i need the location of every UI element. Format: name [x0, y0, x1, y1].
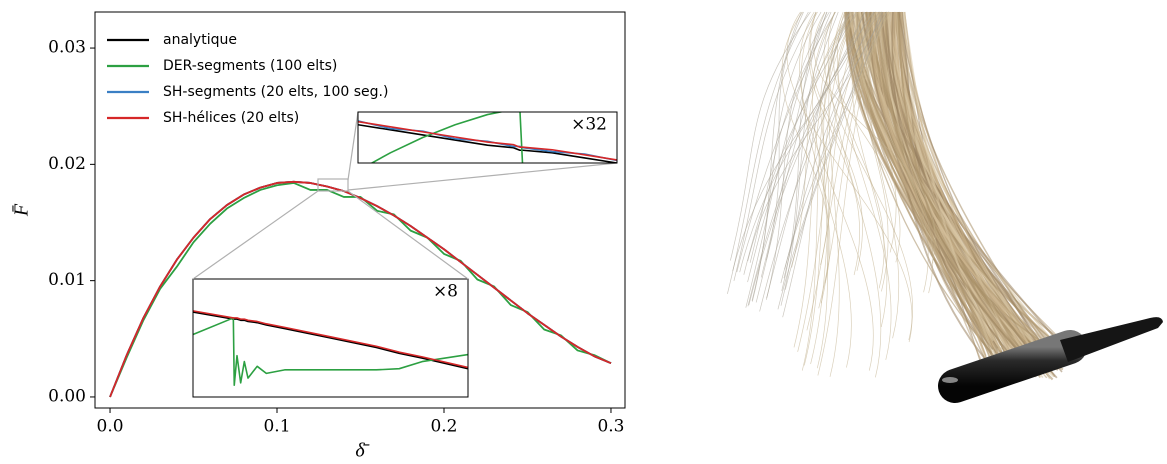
series-line [370, 112, 524, 163]
hair-strand [847, 11, 1008, 361]
inset-chart: ×32 [357, 111, 618, 164]
hair-strand [816, 11, 847, 369]
inset-chart: ×8 [192, 278, 469, 398]
hair-strand [898, 11, 1053, 363]
legend-label: SH-hélices (20 elts) [163, 110, 299, 126]
hair-strand [803, 11, 858, 366]
hair-strand [870, 11, 1044, 361]
series-group [109, 180, 612, 398]
hair-strand [743, 11, 857, 275]
hair-strand [781, 11, 831, 284]
legend-label: SH-segments (20 elts, 100 seg.) [163, 84, 388, 100]
y-axis-label: F̄ [11, 203, 33, 217]
hair-strand [865, 11, 929, 293]
hair-strand [745, 11, 828, 308]
hair-strand [887, 11, 1025, 342]
hair-strand [867, 11, 900, 339]
plot-frame [94, 11, 626, 409]
comb [938, 317, 1163, 403]
hair-strand [806, 11, 888, 331]
zoom-factor: ×8 [433, 282, 458, 302]
series-group [358, 112, 617, 163]
hair-strand [739, 11, 865, 273]
plot-frame [192, 278, 469, 398]
hair-strand [784, 11, 875, 270]
hair-strand [727, 11, 809, 294]
hair-strand [823, 11, 913, 341]
hair-strand [837, 11, 885, 289]
x-tick-label: 0.1 [263, 417, 290, 437]
hair-strand [732, 11, 870, 272]
hair-strand [747, 11, 851, 283]
hair-strand [801, 11, 858, 371]
hair-strand [759, 11, 880, 312]
series-line [193, 311, 468, 370]
hair-render [727, 11, 1066, 381]
hair-strand [736, 11, 832, 273]
hair-strand [808, 11, 860, 276]
hair-strand [862, 11, 934, 294]
hair-strand [766, 11, 830, 300]
hair-strand [810, 11, 882, 365]
hair-strand [885, 11, 1046, 370]
hair-strand [817, 11, 889, 376]
hair-strand [755, 11, 839, 303]
series-line [193, 317, 468, 386]
hair-strand [828, 11, 844, 377]
plot-background [358, 112, 617, 163]
hair-strand [784, 11, 884, 290]
hair-strand [782, 11, 887, 318]
y-tick-label: 0.01 [48, 270, 86, 290]
hair-strand [730, 11, 811, 261]
hair-strand [801, 11, 852, 368]
x-tick-label: 0.2 [430, 417, 457, 437]
series-line [358, 123, 617, 163]
x-tick-label: 0.0 [97, 417, 124, 437]
hair-strand [777, 11, 881, 310]
x-tick-label: 0.3 [597, 417, 624, 437]
hair-strand [733, 11, 817, 281]
hair-strand [747, 11, 875, 307]
hair-strand [846, 11, 1039, 344]
series-line [358, 120, 617, 161]
hair-strand [878, 11, 1042, 374]
hair-strand [812, 11, 836, 304]
legend-label: DER-segments (100 elts) [163, 58, 337, 74]
series-line [193, 310, 468, 369]
hair-strand [897, 11, 1020, 351]
hair-strand [854, 11, 897, 253]
plot-frame [357, 111, 618, 164]
zoom-factor: ×32 [571, 115, 607, 135]
hair-strand [813, 11, 936, 264]
x-axis-label: δ̄ [355, 440, 369, 462]
y-tick-label: 0.00 [48, 386, 86, 406]
series-line [109, 182, 612, 398]
series-line [109, 180, 612, 398]
hair-strand [751, 11, 822, 301]
y-tick-label: 0.02 [48, 154, 86, 174]
hair-strand [886, 11, 1045, 374]
hair-strand [783, 11, 851, 279]
zoom-indicator [192, 111, 618, 280]
legend-label: analytique [163, 32, 237, 48]
hair-strand [902, 11, 1003, 351]
hair-strand [760, 11, 828, 278]
y-tick-label: 0.03 [48, 38, 86, 58]
hair-strand [780, 11, 836, 306]
hair-strand [851, 11, 888, 328]
hair-strand [799, 11, 874, 371]
series-group [193, 310, 468, 386]
